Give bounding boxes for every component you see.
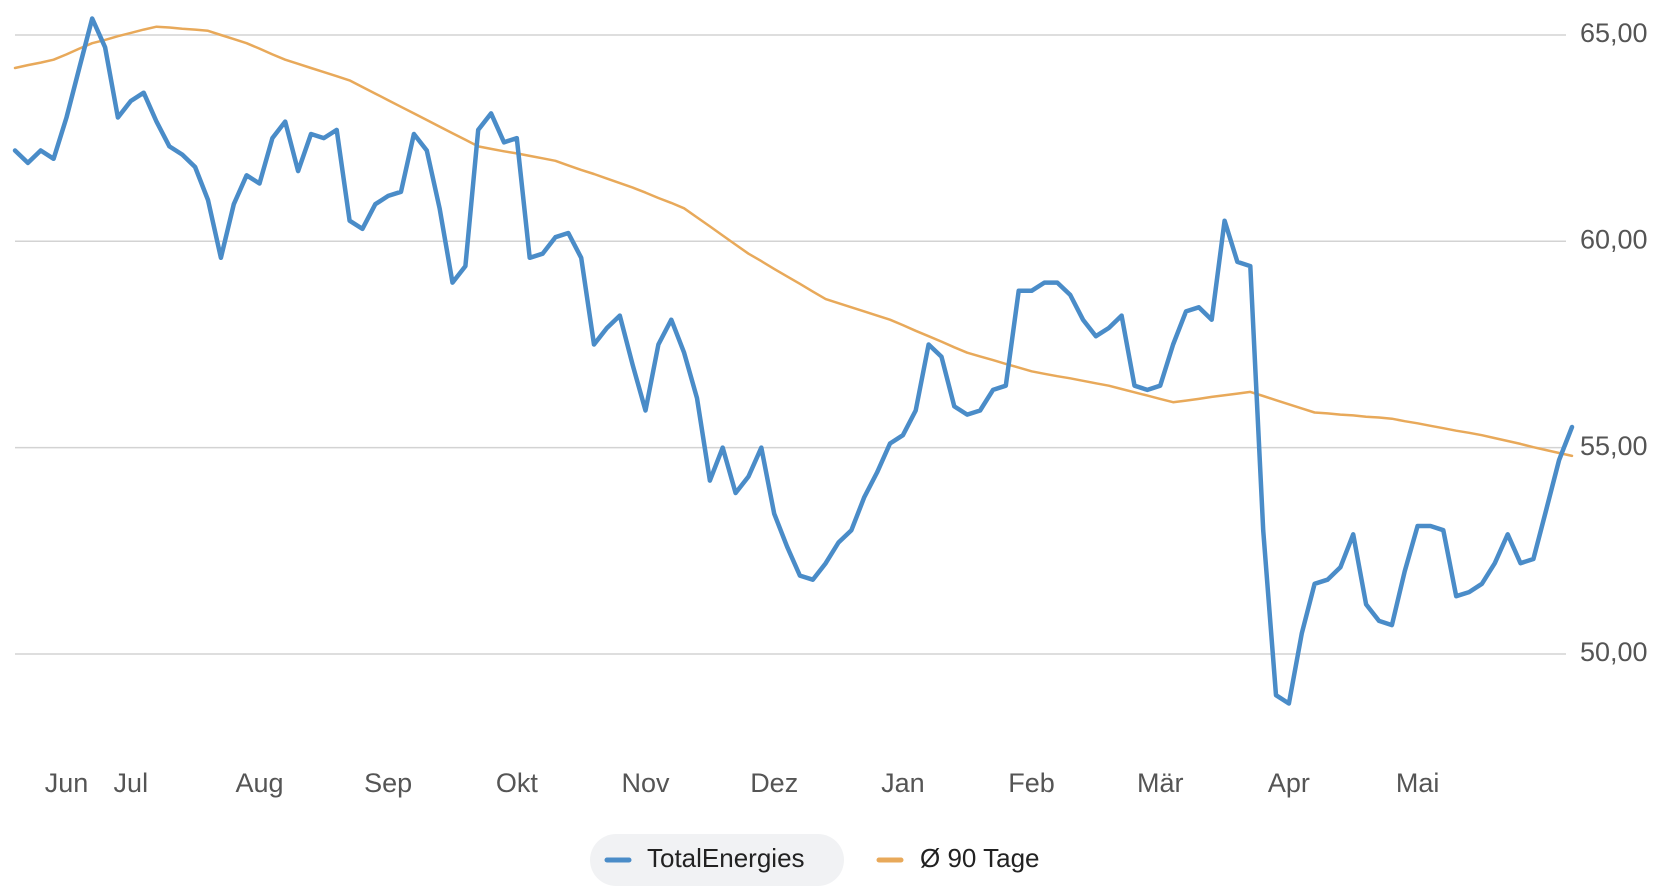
x-tick-label: Okt xyxy=(496,768,539,798)
x-tick-label: Apr xyxy=(1268,768,1310,798)
y-tick-label: 65,00 xyxy=(1580,18,1648,48)
y-tick-label: 50,00 xyxy=(1580,637,1648,667)
x-tick-label: Sep xyxy=(364,768,412,798)
x-tick-label: Feb xyxy=(1008,768,1055,798)
x-tick-label: Nov xyxy=(622,768,671,798)
x-tick-label: Jan xyxy=(881,768,925,798)
legend-label[interactable]: Ø 90 Tage xyxy=(920,843,1040,873)
y-tick-label: 55,00 xyxy=(1580,431,1648,461)
x-tick-label: Mär xyxy=(1137,768,1184,798)
y-tick-label: 60,00 xyxy=(1580,224,1648,254)
line-series xyxy=(12,16,1575,706)
legend-label[interactable]: TotalEnergies xyxy=(647,843,805,873)
x-tick-label: Jun xyxy=(45,768,89,798)
legend-highlight[interactable] xyxy=(590,834,844,886)
x-tick-label: Dez xyxy=(750,768,798,798)
x-tick-label: Mai xyxy=(1396,768,1440,798)
x-tick-label: Aug xyxy=(235,768,283,798)
line-series xyxy=(13,25,1574,458)
x-tick-label: Jul xyxy=(114,768,149,798)
